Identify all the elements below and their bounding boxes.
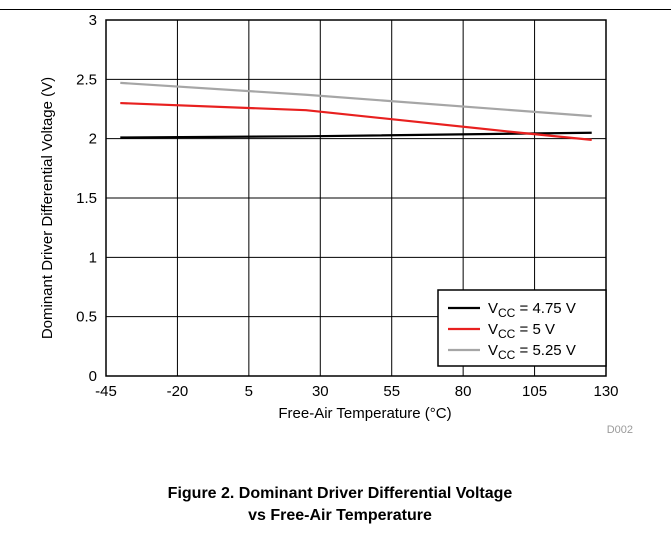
- y-tick-label: 2: [89, 131, 97, 148]
- y-tick-label: 1: [89, 249, 97, 266]
- top-rule: [0, 9, 671, 10]
- series-line-4-75-V: [120, 131, 592, 139]
- x-axis-label: Free-Air Temperature (°C): [278, 405, 451, 422]
- y-tick-label: 3: [89, 12, 97, 29]
- x-tick-label: 130: [593, 383, 618, 400]
- legend-entry: VCC = 4.75 V: [488, 300, 576, 320]
- legend-entry: VCC = 5 V: [488, 321, 555, 341]
- legend-entry: VCC = 5.25 V: [488, 342, 576, 362]
- y-axis-label: Dominant Driver Differential Voltage (V): [39, 77, 56, 339]
- y-tick-label: 0: [89, 368, 97, 385]
- x-tick-label: -20: [167, 383, 189, 400]
- x-tick-label: 105: [522, 383, 547, 400]
- caption-line-2: vs Free-Air Temperature: [248, 507, 432, 524]
- y-tick-label: 0.5: [76, 309, 97, 326]
- plot-frame: [105, 19, 607, 377]
- x-tick-label: 5: [245, 383, 253, 400]
- figure-id: D002: [607, 424, 633, 436]
- x-tick-label: 80: [455, 383, 472, 400]
- caption-line-1: Figure 2. Dominant Driver Differential V…: [167, 485, 513, 502]
- y-tick-label: 1.5: [76, 190, 97, 207]
- x-tick-label: -45: [95, 383, 117, 400]
- figure-caption: Figure 2. Dominant Driver Differential V…: [0, 483, 671, 527]
- line-chart: -45 -20 5 30 55 80 105 130 0 0.5 1 1.5 2 2.5 3 Free-Air…: [39, 12, 633, 436]
- series-line-5-25-V: [120, 81, 592, 118]
- legend-box: [437, 289, 607, 367]
- y-tick-label: 2.5: [76, 71, 97, 88]
- x-tick-label: 30: [312, 383, 329, 400]
- x-tick-label: 55: [383, 383, 400, 400]
- series-line-5-V: [120, 101, 592, 141]
